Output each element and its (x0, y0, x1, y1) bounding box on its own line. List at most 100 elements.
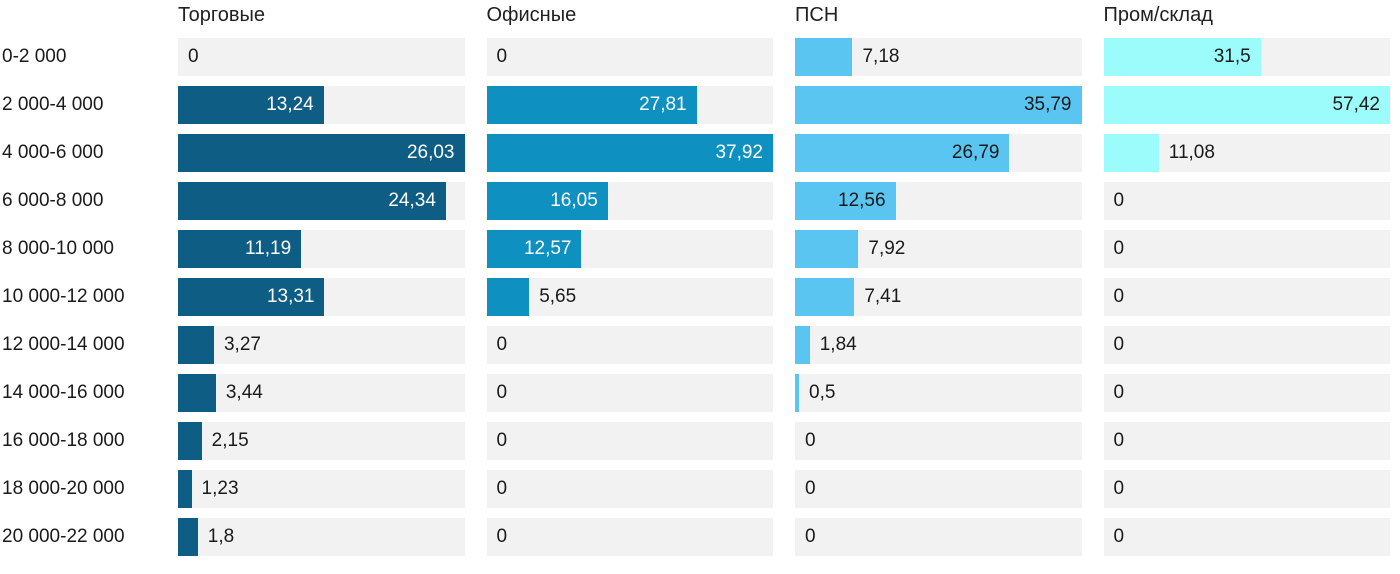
bar-value-label: 0 (496, 526, 508, 547)
bar-value-label: 0,5 (809, 382, 836, 403)
bar (178, 230, 302, 268)
bar-track: 13,31 (178, 278, 465, 316)
bar-value-label: 0 (1113, 478, 1125, 499)
column-header: ПСН (795, 4, 839, 26)
bar (178, 86, 324, 124)
bar-value-label: 0 (805, 478, 816, 499)
bar-value-label: 12,57 (523, 238, 572, 259)
bar-track: 1,23 (178, 470, 465, 508)
bar-track: 0 (1103, 374, 1390, 412)
bar-value-label: 2,15 (211, 430, 249, 451)
bar (795, 86, 1082, 124)
row-label: 2 000-4 000 (2, 94, 104, 115)
bar-value-label: 0 (188, 46, 199, 67)
bar-track: 11,19 (178, 230, 465, 268)
bar (795, 230, 859, 268)
bar-value-label: 11,08 (1168, 142, 1215, 163)
bar-value-label: 0 (496, 46, 508, 67)
bar (1103, 86, 1390, 124)
bar-track: 24,34 (178, 182, 465, 220)
bar-track: 13,24 (178, 86, 465, 124)
row-label: 18 000-20 000 (2, 478, 125, 499)
row-label: 20 000-22 000 (2, 526, 125, 547)
bar (486, 134, 773, 172)
bar-value-label: 31,5 (1213, 46, 1251, 67)
bar (1103, 38, 1261, 76)
chart-grid: Торговые Офисные ПСН Пром/склад 0-2 000 0 0 7,1… (2, 2, 1390, 556)
column-header: Пром/склад (1103, 4, 1213, 26)
bar-value-label: 0 (1113, 526, 1125, 547)
bar-track: 2,15 (178, 422, 465, 460)
bar-value-label: 0 (496, 478, 508, 499)
bar-track: 26,79 (795, 134, 1082, 172)
bar (178, 278, 325, 316)
bar-value-label: 1,84 (819, 334, 857, 355)
bar (178, 326, 214, 364)
bar (795, 374, 799, 412)
row-label: 16 000-18 000 (2, 430, 125, 451)
bar-track: 0,5 (795, 374, 1082, 412)
bar-track: 0 (486, 326, 773, 364)
row-label: 14 000-16 000 (2, 382, 125, 403)
bar-value-label: 0 (1113, 190, 1125, 211)
bar-value-label: 7,18 (862, 46, 900, 67)
bar-value-label: 0 (496, 334, 508, 355)
bar-value-label: 12,56 (838, 190, 886, 211)
bar-track: 1,8 (178, 518, 465, 556)
bar (486, 230, 582, 268)
bar (178, 374, 216, 412)
bar-track: 0 (795, 518, 1082, 556)
row-label: 8 000-10 000 (2, 238, 114, 259)
bar-value-label: 16,05 (550, 190, 598, 211)
bar (178, 134, 465, 172)
bar (486, 182, 608, 220)
bar (795, 278, 855, 316)
bar-track: 7,92 (795, 230, 1082, 268)
bar-value-label: 26,03 (406, 142, 455, 163)
bar-track: 7,41 (795, 278, 1082, 316)
bar-track: 0 (1103, 518, 1390, 556)
bar-track: 27,81 (486, 86, 773, 124)
bar (178, 182, 446, 220)
bar-value-label: 13,31 (266, 286, 315, 307)
bar-track: 0 (1103, 278, 1390, 316)
bar-value-label: 0 (496, 382, 508, 403)
bar-value-label: 3,44 (225, 382, 263, 403)
bar-track: 11,08 (1103, 134, 1390, 172)
bar-value-label: 0 (1113, 334, 1125, 355)
bar-track: 26,03 (178, 134, 465, 172)
bar-track: 12,57 (486, 230, 773, 268)
bar-value-label: 1,23 (201, 478, 239, 499)
bar (178, 470, 192, 508)
row-label: 6 000-8 000 (2, 190, 104, 211)
bar-value-label: 0 (805, 430, 816, 451)
column-header: Офисные (486, 4, 577, 26)
bar-track: 31,5 (1103, 38, 1390, 76)
bar-value-label: 24,34 (388, 190, 436, 211)
bar-track: 12,56 (795, 182, 1082, 220)
bar-value-label: 7,92 (868, 238, 906, 259)
row-label: 10 000-12 000 (2, 286, 125, 307)
bar-value-label: 0 (1113, 238, 1125, 259)
bar-track: 16,05 (486, 182, 773, 220)
header-corner-spacer (2, 2, 156, 28)
bar-value-label: 1,8 (207, 526, 235, 547)
row-label: 0-2 000 (2, 46, 67, 67)
bar (795, 134, 1010, 172)
bar-track: 5,65 (486, 278, 773, 316)
bar (486, 86, 697, 124)
bar-track: 37,92 (486, 134, 773, 172)
bar-track: 0 (486, 422, 773, 460)
bar (1103, 134, 1159, 172)
bar (795, 326, 810, 364)
bar-value-label: 57,42 (1332, 94, 1380, 115)
bar-track: 7,18 (795, 38, 1082, 76)
bar-track: 57,42 (1103, 86, 1390, 124)
bar-track: 0 (1103, 422, 1390, 460)
bar (795, 182, 896, 220)
bar-track: 0 (795, 470, 1082, 508)
bar-track: 0 (1103, 182, 1390, 220)
bar-value-label: 11,19 (245, 238, 292, 259)
bar-track: 0 (1103, 230, 1390, 268)
